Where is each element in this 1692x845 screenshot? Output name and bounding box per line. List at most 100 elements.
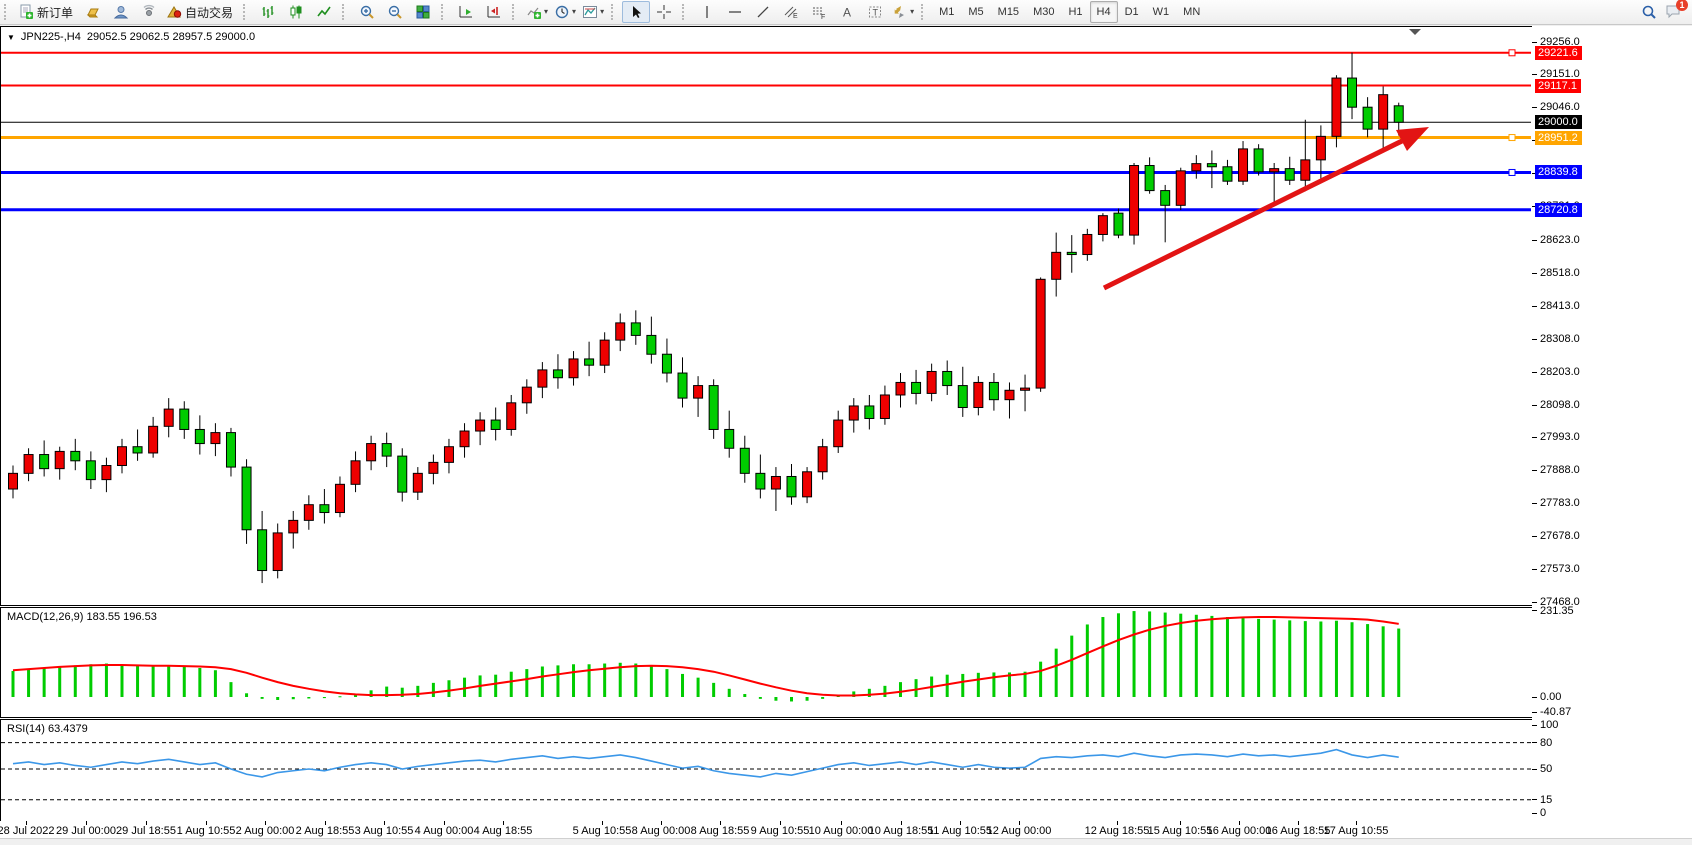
timeframe-button-mn[interactable]: MN (1183, 6, 1201, 18)
zoom-out-button[interactable] (381, 1, 409, 23)
y-tick-mark (1532, 724, 1537, 726)
time-axis[interactable]: 28 Jul 2022 29 Jul 00:00 29 Jul 18:55 1 Aug… (0, 821, 1692, 838)
zoom-in-button[interactable] (353, 1, 381, 23)
text-label-tool[interactable]: T (861, 1, 889, 23)
equidistant-channel-tool[interactable]: E (777, 1, 805, 23)
vertical-line-tool[interactable] (693, 1, 721, 23)
fibonacci-tool[interactable]: F (805, 1, 833, 23)
indicators-button[interactable]: ▾ (523, 1, 551, 23)
autotrading-button[interactable]: 自动交易 (163, 1, 239, 23)
candle-body (1066, 251, 1077, 256)
toolbar-grip[interactable] (921, 4, 929, 20)
toolbar-grip[interactable] (342, 4, 350, 20)
new-order-label: 新订单 (37, 5, 74, 20)
y-tick-label: 28413.0 (1540, 299, 1580, 312)
candle-body (724, 428, 735, 449)
macd-bar (1163, 612, 1167, 697)
trader-icon (113, 6, 129, 19)
x-tick-mark (960, 821, 961, 825)
new-order-button[interactable]: 新订单 (15, 1, 79, 23)
level-handle[interactable] (1508, 168, 1516, 176)
candlestick-chart[interactable] (1, 27, 1531, 603)
auto-scroll-button[interactable] (452, 1, 480, 23)
level-handle[interactable] (1508, 49, 1516, 57)
rsi-chart[interactable] (1, 720, 1531, 820)
toolbar-grip[interactable] (4, 4, 12, 20)
timeframe-button-m5[interactable]: M5 (968, 6, 984, 18)
chart-shift-button[interactable] (480, 1, 508, 23)
timeframe-button-m1[interactable]: M1 (939, 6, 955, 18)
toolbar-grip[interactable] (243, 4, 251, 20)
macd-bar (1257, 618, 1261, 697)
macd-bar (976, 672, 980, 697)
timeframe-button-m15[interactable]: M15 (997, 6, 1020, 18)
crosshair-tool-button[interactable] (650, 1, 678, 23)
trend-arrow-line[interactable] (1102, 138, 1404, 291)
bar-chart-button[interactable] (254, 1, 282, 23)
macd-bar (89, 664, 93, 697)
macd-pane[interactable]: MACD(12,26,9) 183.55 196.53 (0, 607, 1534, 718)
signals-button[interactable] (135, 1, 163, 23)
horizontal-line-tool[interactable] (721, 1, 749, 23)
candle-body (179, 408, 190, 430)
trendline-tool[interactable] (749, 1, 777, 23)
timeframe-button-h4[interactable]: H4 (1089, 1, 1118, 23)
trader-profile-button[interactable] (107, 1, 135, 23)
y-tick-mark (1532, 711, 1537, 713)
x-axis-label: 9 Aug 10:55 (750, 825, 810, 837)
price-axis[interactable]: 29256.029151.029046.028941.028836.028731… (1532, 26, 1692, 838)
timeframe-button-w1[interactable]: W1 (1152, 6, 1170, 18)
signal-icon (143, 4, 155, 16)
trend-arrow-head[interactable] (1396, 127, 1429, 151)
cursor-tool-button[interactable] (622, 1, 651, 23)
macd-chart[interactable] (1, 608, 1531, 715)
level-handle[interactable] (1508, 134, 1516, 142)
tile-windows-button[interactable] (409, 1, 437, 23)
toolbar-grip[interactable] (441, 4, 449, 20)
symbol-period-label: JPN225-,H4 (20, 31, 81, 43)
macd-bar (774, 697, 778, 701)
timeframe-button-m30[interactable]: M30 (1033, 6, 1055, 18)
market-watch-button[interactable] (79, 1, 107, 23)
search-icon[interactable] (1641, 4, 1657, 20)
candle-body (1144, 165, 1155, 192)
new-order-icon (20, 4, 33, 19)
x-tick-mark (1019, 821, 1020, 825)
macd-bar (307, 697, 311, 699)
rsi-axis-label: 0 (1540, 807, 1547, 819)
templates-button[interactable]: ▾ (579, 1, 607, 23)
macd-bar (1303, 621, 1307, 697)
macd-bar (245, 693, 249, 697)
arrows-tool[interactable]: ▾ (889, 1, 917, 23)
line-chart-button[interactable] (310, 1, 338, 23)
candle-body (988, 381, 999, 401)
macd-bar (852, 691, 856, 697)
toolbar-grip[interactable] (611, 4, 619, 20)
text-tool[interactable]: A (833, 1, 861, 23)
autotrading-label: 自动交易 (185, 5, 234, 20)
toolbar-grip[interactable] (682, 4, 690, 20)
macd-bar (992, 672, 996, 697)
macd-bar (1023, 671, 1027, 697)
notifications-button[interactable]: 1 (1665, 0, 1688, 22)
candle-body (350, 460, 361, 485)
candle-body (646, 334, 657, 355)
macd-bar (1085, 624, 1089, 697)
candlestick-chart-icon (290, 5, 302, 19)
chart-shift-marker[interactable] (1409, 29, 1421, 35)
macd-bar (1179, 613, 1183, 697)
timeframe-button-h1[interactable]: H1 (1068, 6, 1083, 18)
price-pane[interactable]: ▼ JPN225-,H4 29052.5 29062.5 28957.5 290… (0, 26, 1534, 606)
toolbar-grip[interactable] (512, 4, 520, 20)
macd-bar (1116, 613, 1120, 697)
candle-body (1175, 170, 1186, 206)
candlestick-chart-button[interactable] (282, 1, 310, 23)
ohlc-readout: 29052.5 29062.5 28957.5 29000.0 (86, 31, 256, 43)
macd-bar (1397, 628, 1401, 697)
timeframe-button-d1[interactable]: D1 (1124, 6, 1139, 18)
x-axis-label: 12 Aug 00:00 (986, 825, 1052, 837)
one-click-trading-toggle[interactable]: ▼ (7, 32, 15, 42)
rsi-pane[interactable]: RSI(14) 63.4379 (0, 719, 1534, 823)
candle-body (39, 454, 50, 470)
periods-button[interactable]: ▾ (551, 1, 579, 23)
